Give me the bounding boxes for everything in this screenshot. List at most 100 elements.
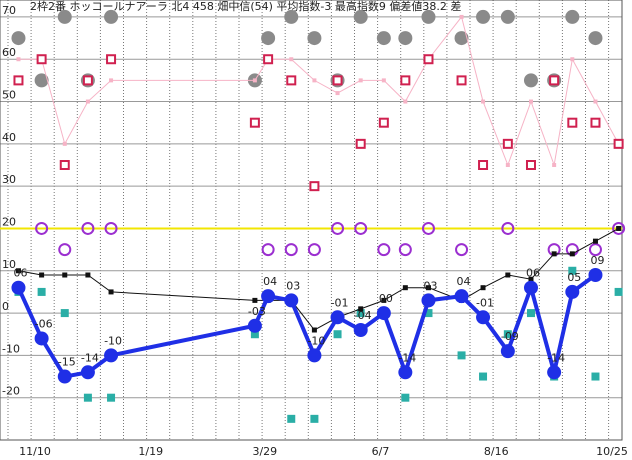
- data-label: -04: [354, 309, 372, 322]
- teal-square: [333, 330, 342, 339]
- purple-circle: [612, 221, 626, 235]
- black-point: [85, 272, 91, 278]
- purple-circle: [35, 221, 49, 235]
- black-point: [425, 285, 431, 291]
- grey-dot: [11, 31, 26, 46]
- data-label: -10: [307, 334, 325, 347]
- y-tick-label: 0: [2, 300, 9, 313]
- blue-dot: [57, 369, 72, 384]
- data-label: 06: [526, 267, 540, 280]
- purple-circle: [398, 243, 412, 257]
- pink-point: [312, 78, 317, 83]
- blue-dot: [547, 365, 562, 380]
- red-square: [249, 117, 260, 128]
- pink-point: [358, 78, 363, 83]
- pink-point: [403, 99, 408, 104]
- purple-circle: [377, 243, 391, 257]
- black-point: [15, 268, 21, 274]
- x-tick-label: 1/19: [138, 445, 163, 458]
- y-tick-label: 30: [2, 173, 16, 186]
- data-label: 06: [13, 267, 27, 280]
- data-label: -14: [547, 351, 565, 364]
- blue-dot: [11, 280, 26, 295]
- red-square: [567, 117, 578, 128]
- grey-dot: [353, 9, 368, 24]
- data-label: -01: [331, 296, 349, 309]
- teal-square: [457, 351, 466, 360]
- pink-point: [481, 99, 486, 104]
- red-square: [286, 75, 297, 86]
- chart-title: 2枠2番 ホッコールナアーラ 北4 458 畑中信(54) 平均指数-3 最高指…: [30, 0, 461, 13]
- pink-point: [62, 141, 67, 146]
- purple-circle: [261, 243, 275, 257]
- red-square: [59, 160, 70, 170]
- x-tick-label: 10/25: [596, 445, 628, 458]
- purple-circle: [104, 221, 118, 235]
- pink-point: [289, 57, 294, 62]
- blue-dot: [500, 344, 515, 359]
- data-label: 03: [423, 279, 437, 292]
- red-square: [106, 54, 117, 65]
- blue-dot: [284, 293, 299, 308]
- black-point: [402, 285, 408, 291]
- data-label: -15: [58, 356, 76, 369]
- blue-dot: [261, 289, 276, 304]
- purple-circle: [354, 221, 368, 235]
- red-square: [36, 54, 47, 65]
- blue-dot: [454, 289, 469, 304]
- pink-point: [459, 14, 464, 19]
- pink-point: [570, 57, 575, 62]
- teal-square: [424, 309, 433, 318]
- grey-dot: [588, 31, 603, 46]
- purple-circle: [307, 243, 321, 257]
- purple-circle: [588, 243, 602, 257]
- black-point: [528, 276, 534, 282]
- black-point: [252, 297, 258, 303]
- pink-point: [528, 99, 533, 104]
- pink-point: [593, 99, 598, 104]
- teal-square: [401, 393, 410, 402]
- red-square: [525, 160, 536, 170]
- blue-dot: [398, 365, 413, 380]
- pink-line: [18, 15, 620, 167]
- blue-dot: [80, 365, 95, 380]
- teal-square: [37, 287, 46, 296]
- red-square: [263, 54, 274, 65]
- black-point: [592, 238, 598, 244]
- x-tick-label: 11/10: [19, 445, 51, 458]
- blue-dot: [353, 323, 368, 337]
- pink-point: [16, 57, 21, 62]
- blue-dot: [330, 310, 345, 325]
- pink-point: [85, 99, 90, 104]
- y-tick-label: 70: [2, 4, 16, 17]
- red-square: [400, 75, 411, 86]
- pink-point: [505, 163, 510, 167]
- black-point: [358, 306, 364, 312]
- x-tick-label: 8/16: [484, 445, 509, 458]
- red-square: [423, 54, 434, 65]
- blue-dot: [421, 293, 436, 308]
- purple-circle: [455, 243, 469, 257]
- black-point: [505, 272, 511, 278]
- blue-dot: [523, 280, 538, 295]
- black-point: [551, 251, 557, 257]
- teal-square: [60, 309, 69, 318]
- grey-dot: [476, 9, 491, 24]
- black-point: [480, 285, 486, 291]
- blue-dot: [565, 284, 580, 299]
- black-point: [381, 297, 387, 303]
- data-label: -10: [104, 334, 122, 347]
- grey-dot: [454, 31, 469, 46]
- teal-square: [479, 372, 488, 381]
- red-square: [456, 75, 467, 86]
- teal-square: [287, 414, 296, 423]
- teal-square: [356, 309, 365, 318]
- pink-point: [109, 78, 114, 83]
- data-label: 09: [590, 254, 604, 267]
- y-tick-label: -20: [2, 385, 20, 398]
- grey-dot: [421, 9, 436, 24]
- data-label: -09: [501, 330, 519, 343]
- teal-square: [526, 309, 535, 318]
- blue-dot: [247, 318, 262, 333]
